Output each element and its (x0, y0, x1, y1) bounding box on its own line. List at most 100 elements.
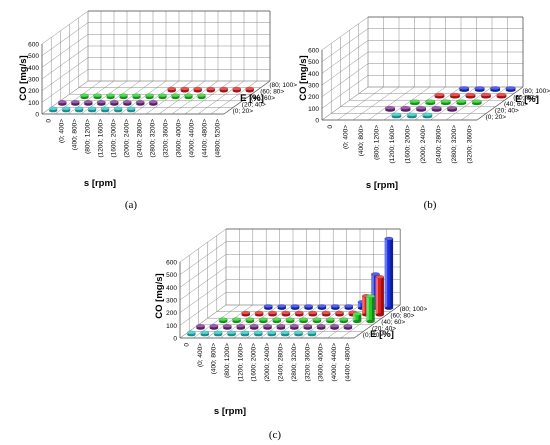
z-tick-label: (80; 100> (400, 306, 428, 313)
bar-top (241, 310, 251, 315)
chart-panel-a: 0 100 200 300 400 500 600 0 (0; 400> (400; 800> (8… (18, 10, 297, 211)
bar-top (84, 100, 93, 104)
bar-top (145, 93, 154, 98)
bar-a-s3-c11 (219, 86, 228, 93)
z-tick-label: (40; 60> (251, 95, 275, 102)
bar-top (74, 106, 84, 111)
bar-body (352, 313, 362, 322)
bar-c-s1-c5 (263, 324, 272, 330)
bar-top (465, 92, 476, 97)
x-tick-label: (1600; 2000> (111, 119, 118, 158)
bar-top (119, 93, 128, 98)
bar-top (87, 106, 97, 111)
side-wall-gridline (321, 63, 369, 97)
bar-base (366, 319, 375, 324)
bar-top (335, 310, 344, 315)
bar-c-s4-c8 (330, 304, 340, 310)
bar-top (434, 92, 445, 97)
bar-b-s2-c6 (440, 99, 451, 106)
x-tick-label: (4400; 4800> (202, 119, 209, 158)
bar-a-s0-c5 (113, 106, 123, 113)
bar-top (307, 330, 317, 335)
bar-top (281, 310, 291, 315)
bar-body (384, 238, 394, 309)
bar-top (240, 330, 250, 335)
bar-top (303, 324, 313, 328)
z-tick-label: (0; 20> (486, 114, 507, 121)
x-tick-label: (1600; 2000> (404, 125, 411, 164)
y-tick-label: 500 (166, 272, 177, 279)
bar-top (440, 99, 451, 104)
bar-top (409, 99, 420, 104)
x-tick-label: (2000; 2400> (264, 343, 271, 382)
x-tick-label: (0; 400> (59, 119, 66, 143)
bar-c-s3-c5 (281, 310, 291, 317)
bar-a-s3-c7 (167, 86, 176, 93)
x-axis-title: s [rpm] (366, 180, 398, 191)
grid-lines (41, 10, 271, 115)
x-axis-title: s [rpm] (84, 178, 116, 189)
bar-b-s1-c4 (400, 106, 411, 112)
x-tick-label: (3600; 4000> (318, 343, 325, 382)
bar-a-s1-c2 (84, 100, 93, 106)
x-tick-label: (0; 400> (342, 125, 349, 149)
bar-c-s0-c2 (213, 330, 223, 337)
chart-panel-c: 0 100 200 300 400 500 600 0 (0; 400> (400; 800> (8… (154, 228, 428, 441)
bar-c-s1-c2 (222, 324, 232, 330)
bar-top (352, 312, 362, 316)
bar-b-s1-c6 (431, 106, 442, 112)
floor-gridline-x (197, 80, 245, 115)
side-wall-gridline (41, 45, 89, 80)
bar-top (71, 100, 80, 104)
bar-a-s1-c5 (123, 100, 132, 106)
y-tick-label: 0 (315, 118, 319, 125)
bar-a-s0-c6 (126, 106, 136, 113)
x-tick-label: (400; 800> (211, 343, 218, 374)
side-wall-gridline (179, 254, 227, 288)
bar-a-s2-c1 (80, 93, 89, 100)
x-tick-label: (800; 1200> (373, 125, 380, 160)
floor-gridline-x (132, 80, 180, 115)
bar-top (258, 317, 268, 322)
floor-gridline-x (313, 304, 361, 339)
bar-a-s2-c9 (184, 93, 193, 100)
bar-c-s2-c1 (218, 317, 228, 324)
bar-top (496, 92, 507, 97)
x-tick-label: (2400; 2800> (278, 343, 285, 382)
bar-top (425, 99, 436, 104)
bar-c-s0-c8 (294, 330, 303, 337)
x-tick-label: (0; 400> (197, 343, 204, 367)
x-tick-label: (800; 1200> (224, 343, 231, 378)
bar-top (280, 330, 290, 335)
bar-a-s1-c0 (58, 100, 67, 106)
y-tick-label: 400 (166, 285, 177, 292)
bar-a-s2-c7 (158, 93, 167, 100)
bars (385, 86, 516, 119)
bar-top (375, 275, 385, 279)
bar-a-s3-c8 (180, 86, 189, 93)
bar-top (366, 294, 375, 298)
bar-b-s3-c9 (496, 92, 507, 99)
bar-c-s0-c4 (240, 330, 250, 337)
x-tick-label: (800; 1200> (85, 119, 92, 154)
bar-c-s3-c6 (294, 310, 304, 317)
chart-panel-b: 0 100 200 300 400 500 600 0 (0; 400> (400; 800> (8… (298, 16, 550, 211)
bar-top (232, 317, 241, 322)
bar-c-s0-c1 (200, 330, 210, 337)
floor-right-edge (223, 80, 271, 115)
y-tick-label: 600 (166, 260, 177, 267)
axes-frame (41, 10, 271, 115)
bar-a-s0-c0 (48, 106, 58, 113)
bar-c-s2-c11 (352, 312, 362, 324)
y-tick-label: 100 (166, 323, 177, 330)
bar-body (362, 295, 371, 315)
bar-top (456, 99, 467, 104)
side-wall-gridline (179, 228, 227, 263)
side-wall-gridline (41, 10, 89, 45)
bar-top (180, 86, 189, 91)
bar-body (366, 296, 375, 322)
grid-lines (321, 16, 524, 121)
bar-top (490, 86, 501, 90)
y-tick-label: 300 (308, 83, 319, 90)
bar-c-s3-c2 (241, 310, 251, 317)
